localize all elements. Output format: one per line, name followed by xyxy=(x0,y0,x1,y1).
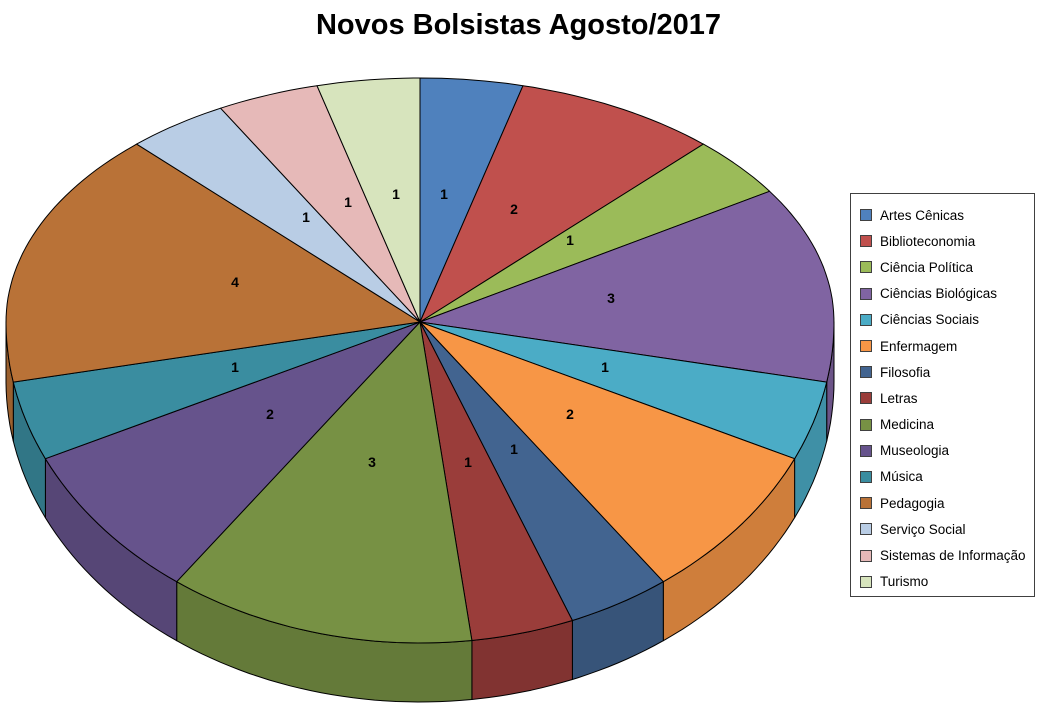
pie-slice-10 xyxy=(12,321,421,460)
pie-data-label-3: 3 xyxy=(607,290,615,306)
pie-slice-9 xyxy=(44,321,421,583)
legend-label: Enfermagem xyxy=(880,338,958,354)
legend-label: Filosofia xyxy=(880,364,931,380)
legend-label: Ciência Política xyxy=(880,259,974,275)
pie-data-label-0: 1 xyxy=(440,186,448,202)
pie-slice-7 xyxy=(419,321,573,641)
pie-data-label-5: 2 xyxy=(566,406,574,422)
legend-swatch xyxy=(860,444,872,457)
legend-label: Ciências Biológicas xyxy=(880,286,998,302)
pie-slice-2 xyxy=(419,143,771,323)
chart-legend: Artes Cênicas Biblioteconomia Ciência Polí… xyxy=(850,193,1035,597)
legend-item: Letras xyxy=(860,385,1034,411)
pie-side-walls xyxy=(5,321,835,703)
legend-label: Música xyxy=(880,469,923,485)
pie-slice-3 xyxy=(419,190,835,383)
legend-label: Serviço Social xyxy=(880,521,966,537)
legend-swatch xyxy=(860,549,872,562)
legend-swatch xyxy=(860,418,872,431)
pie-data-labels: 1 2 1 3 1 2 1 1 3 2 1 4 1 1 1 xyxy=(231,186,615,470)
pie-data-label-2: 1 xyxy=(566,232,574,248)
pie-slice-12 xyxy=(136,107,421,323)
legend-item: Filosofia xyxy=(860,359,1034,385)
legend-label: Ciências Sociais xyxy=(880,312,980,328)
legend-swatch xyxy=(860,392,872,405)
legend-item: Música xyxy=(860,464,1034,490)
legend-item: Enfermagem xyxy=(860,333,1034,359)
legend-label: Medicina xyxy=(880,417,935,433)
legend-item: Biblioteconomia xyxy=(860,228,1034,254)
pie-slice-13 xyxy=(220,85,421,323)
legend-label: Turismo xyxy=(880,574,929,590)
pie-slices xyxy=(5,77,835,644)
pie-slice-8 xyxy=(176,321,473,644)
pie-data-label-4: 1 xyxy=(601,359,609,375)
legend-swatch xyxy=(860,575,872,588)
pie-slice-1 xyxy=(419,85,704,323)
pie-slice-0 xyxy=(419,77,524,323)
legend-item: Ciência Política xyxy=(860,254,1034,280)
legend-swatch xyxy=(860,209,872,222)
legend-item: Artes Cênicas xyxy=(860,202,1034,228)
legend-swatch xyxy=(860,287,872,300)
legend-label: Biblioteconomia xyxy=(880,233,976,249)
pie-data-label-1: 2 xyxy=(510,201,518,217)
chart-title: Novos Bolsistas Agosto/2017 xyxy=(315,9,722,41)
legend-item: Medicina xyxy=(860,412,1034,438)
pie-slice-6 xyxy=(419,321,664,621)
pie-data-label-12: 1 xyxy=(302,209,310,225)
legend-swatch xyxy=(860,470,872,483)
legend-item: Sistemas de Informação xyxy=(860,542,1034,568)
pie-data-label-13: 1 xyxy=(344,194,352,210)
pie-data-label-8: 3 xyxy=(368,454,376,470)
pie-data-label-14: 1 xyxy=(392,186,400,202)
legend-label: Letras xyxy=(880,390,918,406)
legend-label: Artes Cênicas xyxy=(880,207,965,223)
pie-data-label-7: 1 xyxy=(464,454,472,470)
legend-swatch xyxy=(860,313,872,326)
legend-item: Turismo xyxy=(860,569,1034,595)
legend-label: Sistemas de Informação xyxy=(880,548,1026,564)
legend-swatch xyxy=(860,497,872,510)
pie-slice-11 xyxy=(5,143,421,383)
legend-label: Pedagogia xyxy=(880,495,945,511)
legend-swatch xyxy=(860,261,872,274)
pie-slice-4 xyxy=(419,321,828,460)
pie-data-label-6: 1 xyxy=(510,441,518,457)
legend-item: Serviço Social xyxy=(860,516,1034,542)
legend-label: Museologia xyxy=(880,443,950,459)
legend-item: Pedagogia xyxy=(860,490,1034,516)
legend-item: Museologia xyxy=(860,438,1034,464)
pie-data-label-10: 1 xyxy=(231,359,239,375)
legend-item: Ciências Sociais xyxy=(860,307,1034,333)
legend-swatch xyxy=(860,340,872,353)
pie-slice-5 xyxy=(419,321,796,583)
legend-swatch xyxy=(860,366,872,379)
legend-swatch xyxy=(860,523,872,536)
pie-slice-14 xyxy=(316,77,421,323)
pie-data-label-11: 4 xyxy=(231,274,239,290)
legend-item: Ciências Biológicas xyxy=(860,281,1034,307)
legend-swatch xyxy=(860,235,872,248)
pie-data-label-9: 2 xyxy=(266,406,274,422)
